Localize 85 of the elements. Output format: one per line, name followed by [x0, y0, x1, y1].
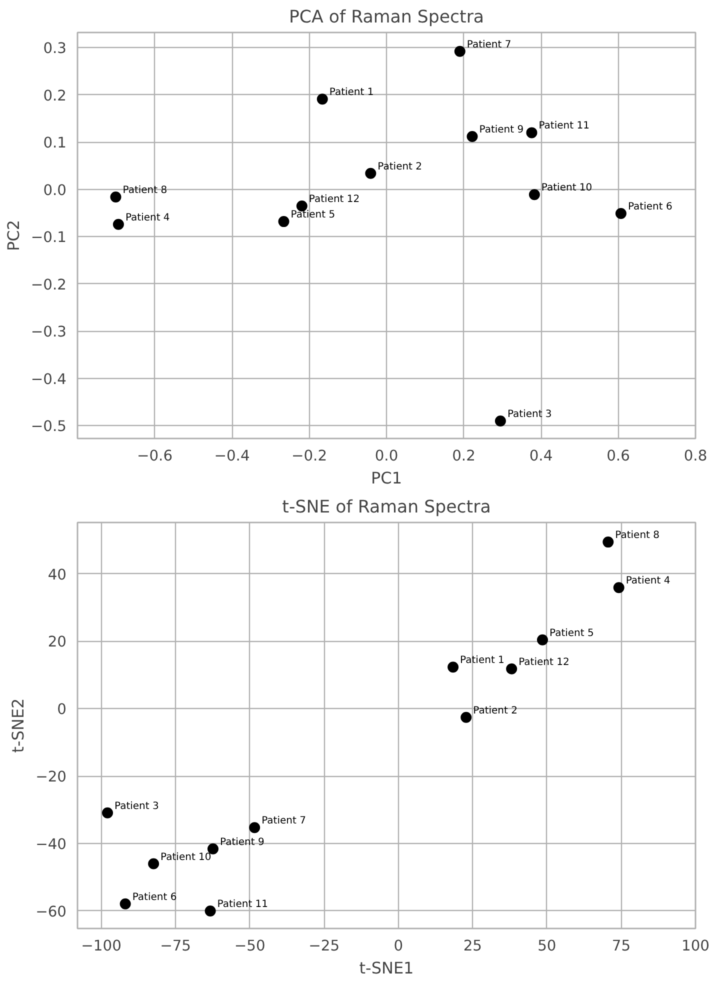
y-tick-label: 0.1 — [43, 134, 67, 152]
y-tick-label: 0 — [57, 701, 67, 718]
x-tick-label: 25 — [463, 938, 482, 954]
point — [613, 582, 624, 594]
y-tick-label: −60 — [36, 903, 67, 920]
annotation: Patient 2 — [473, 705, 518, 716]
point — [278, 216, 290, 228]
annotation: Patient 6 — [628, 202, 672, 213]
point — [526, 127, 538, 138]
point — [454, 46, 466, 57]
point — [615, 208, 626, 220]
point — [536, 634, 548, 646]
annotation: Patient 1 — [460, 655, 504, 666]
point — [204, 905, 216, 916]
point — [365, 168, 376, 179]
y-axis-title: t-SNE2 — [8, 698, 28, 753]
x-tick-label: 0 — [394, 938, 404, 954]
annotation: Patient 7 — [466, 39, 512, 50]
annotation: Patient 3 — [507, 409, 552, 420]
y-tick-label: −0.3 — [30, 324, 67, 341]
point — [207, 843, 218, 854]
point — [249, 822, 260, 834]
x-axis-title: t-SNE1 — [359, 958, 414, 978]
x-tick-label: −50 — [234, 938, 266, 954]
x-tick-label: 50 — [538, 938, 556, 954]
y-tick-label: −0.4 — [30, 370, 67, 388]
point — [316, 94, 328, 105]
annotation: Patient 3 — [114, 800, 159, 812]
annotation: Patient 8 — [122, 184, 168, 196]
annotation: Patient 11 — [538, 120, 590, 132]
annotation: Patient 10 — [160, 852, 212, 863]
chart-title: t-SNE of Raman Spectra — [282, 498, 491, 518]
point — [112, 218, 124, 230]
annotation: Patient 4 — [125, 212, 170, 224]
annotation: Patient 7 — [262, 816, 306, 827]
point — [102, 807, 114, 818]
x-tick-label: −25 — [308, 938, 340, 954]
annotation: Patient 10 — [541, 182, 592, 194]
point — [460, 712, 472, 723]
point — [148, 858, 160, 870]
annotation: Patient 11 — [217, 898, 268, 910]
annotation: Patient 12 — [308, 194, 360, 205]
y-tick-label: −40 — [36, 836, 67, 854]
x-tick-label: 0.0 — [374, 448, 398, 464]
annotation: Patient 9 — [220, 836, 264, 848]
y-tick-label: −0.5 — [30, 418, 67, 436]
annotation: Patient 2 — [378, 161, 422, 172]
point — [528, 189, 540, 200]
x-axis-title: PC1 — [371, 468, 402, 488]
annotation: Patient 8 — [615, 530, 660, 542]
annotation: Patient 4 — [626, 576, 670, 587]
point — [506, 663, 518, 674]
x-tick-label: 75 — [612, 938, 631, 954]
point — [466, 130, 478, 142]
annotation: Patient 12 — [518, 656, 570, 668]
y-tick-label: 0.3 — [43, 40, 67, 58]
x-tick-label: 100 — [682, 938, 709, 954]
y-tick-label: −0.1 — [30, 229, 67, 246]
x-tick-label: −0.4 — [214, 448, 250, 464]
point — [448, 662, 459, 673]
y-tick-label: −20 — [36, 768, 67, 786]
annotation: Patient 5 — [549, 628, 594, 639]
annotation: Patient 1 — [329, 87, 374, 98]
x-tick-label: 0.4 — [529, 448, 553, 464]
annotation: Patient 9 — [479, 124, 524, 136]
y-tick-label: 40 — [48, 566, 67, 584]
annotation: Patient 6 — [132, 892, 177, 903]
x-tick-label: 0.2 — [452, 448, 476, 464]
x-tick-label: 0.6 — [606, 448, 630, 464]
x-tick-label: −0.2 — [291, 448, 328, 464]
point — [602, 536, 614, 548]
x-tick-label: 0.8 — [684, 448, 708, 464]
point — [110, 191, 122, 202]
y-tick-label: 0.2 — [43, 87, 67, 104]
point — [494, 416, 506, 426]
y-axis-title: PC2 — [4, 220, 23, 251]
point — [120, 898, 131, 910]
chart-title: PCA of Raman Spectra — [288, 8, 484, 28]
x-tick-label: −75 — [160, 938, 192, 954]
y-tick-label: 20 — [48, 634, 67, 651]
y-tick-label: −0.2 — [30, 276, 67, 294]
y-tick-label: 0.0 — [43, 182, 67, 199]
annotation: Patient 5 — [290, 210, 336, 221]
x-tick-label: −100 — [81, 938, 122, 954]
x-tick-label: −0.6 — [136, 448, 173, 464]
